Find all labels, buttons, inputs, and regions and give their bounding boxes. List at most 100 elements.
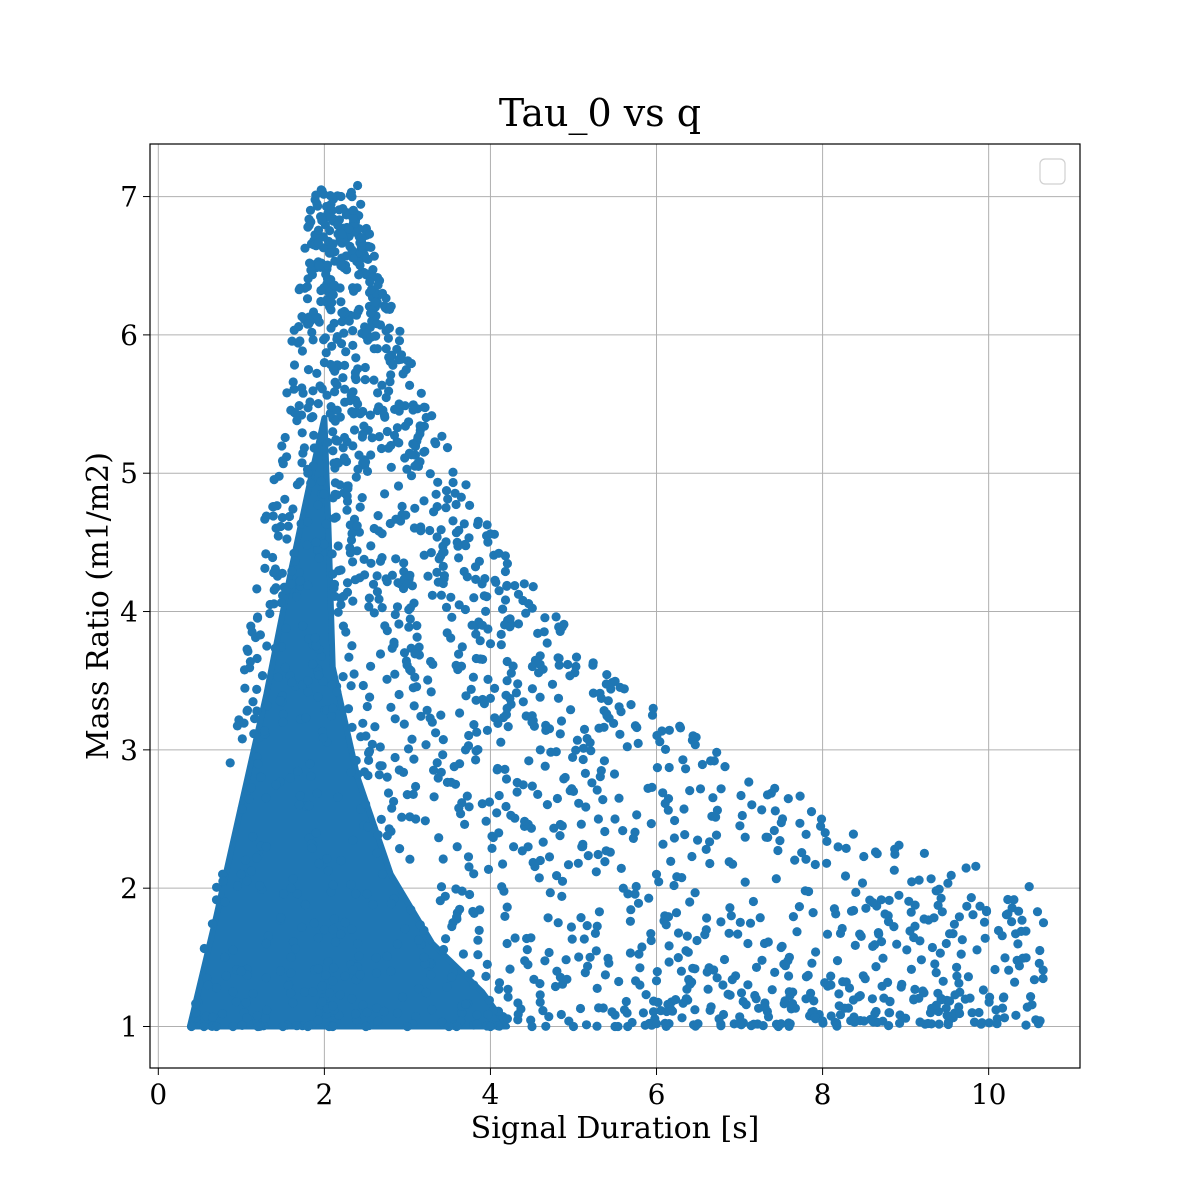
scatter-point [470, 562, 481, 572]
scatter-point [599, 722, 609, 732]
scatter-point [311, 537, 321, 548]
scatter-point [354, 951, 364, 961]
scatter-point [340, 971, 350, 981]
scatter-point [371, 1003, 382, 1013]
scatter-point [316, 476, 326, 486]
scatter-point [441, 602, 452, 613]
scatter-point [382, 831, 392, 841]
scatter-point [400, 453, 410, 463]
scatter-point [387, 570, 397, 580]
scatter-point [262, 1005, 272, 1015]
scatter-point [465, 969, 475, 979]
scatter-point [292, 480, 302, 490]
scatter-point [330, 416, 340, 426]
scatter-point [493, 763, 503, 774]
scatter-point [664, 725, 675, 735]
scatter-point [907, 877, 917, 887]
scatter-point [311, 641, 321, 651]
scatter-point [273, 672, 283, 682]
scatter-point [895, 1018, 905, 1028]
scatter-point [465, 889, 475, 900]
scatter-point [312, 788, 322, 799]
scatter-point [555, 626, 565, 637]
scatter-point [502, 938, 512, 949]
scatter-point [289, 360, 300, 370]
scatter-point [840, 871, 851, 881]
scatter-point [736, 988, 747, 998]
scatter-point [500, 595, 511, 605]
scatter-point [909, 994, 919, 1004]
scatter-point [695, 784, 706, 794]
scatter-point [441, 486, 452, 496]
scatter-point [349, 409, 359, 419]
scatter-point [212, 882, 222, 892]
scatter-point [556, 716, 567, 726]
scatter-point [405, 854, 415, 864]
scatter-point [706, 1002, 716, 1012]
scatter-point [621, 996, 631, 1007]
scatter-point [357, 493, 367, 503]
scatter-point [455, 904, 465, 914]
scatter-point [679, 804, 689, 814]
scatter-point [571, 652, 582, 662]
scatter-point [412, 621, 422, 631]
scatter-point [342, 578, 353, 588]
scatter-point [373, 280, 383, 290]
scatter-point [751, 994, 761, 1004]
scatter-point [421, 987, 431, 998]
scatter-point [368, 265, 378, 275]
scatter-point [336, 191, 346, 202]
scatter-point [431, 728, 441, 738]
scatter-point [693, 1019, 703, 1029]
scatter-point [304, 220, 314, 230]
scatter-point [974, 1007, 984, 1018]
scatter-point [353, 399, 363, 409]
scatter-point [678, 998, 688, 1008]
scatter-point [402, 464, 412, 474]
scatter-point [236, 869, 246, 879]
scatter-point [803, 970, 813, 981]
scatter-point [826, 980, 836, 990]
scatter-point [473, 935, 483, 945]
scatter-point [261, 793, 271, 803]
scatter-point [405, 603, 415, 613]
scatter-point [669, 880, 679, 891]
scatter-point [622, 742, 632, 752]
scatter-point [946, 870, 956, 881]
scatter-point [635, 980, 645, 990]
scatter-point [916, 955, 927, 965]
scatter-point [325, 226, 335, 236]
scatter-point [355, 502, 365, 512]
scatter-point [770, 967, 780, 978]
plot-frame [149, 143, 1081, 1069]
scatter-point [483, 864, 494, 875]
scatter-point [329, 280, 339, 290]
scatter-point [313, 933, 323, 943]
scatter-point [408, 683, 418, 693]
scatter-point [328, 427, 338, 437]
scatter-point [252, 853, 262, 863]
scatter-point [1016, 926, 1026, 937]
scatter-point [625, 948, 636, 958]
scatter-point [376, 443, 387, 454]
scatter-point [347, 528, 357, 539]
scatter-point [500, 551, 510, 561]
scatter-point [633, 738, 643, 749]
scatter-point [351, 472, 361, 482]
scatter-point [402, 790, 412, 800]
scatter-point [743, 980, 753, 990]
scatter-point [503, 984, 513, 994]
scatter-point [436, 767, 446, 777]
scatter-point [724, 857, 734, 867]
scatter-point [635, 963, 645, 973]
y-axis-label: Mass Ratio (m1/m2) [81, 452, 116, 760]
scatter-point [313, 399, 323, 409]
scatter-point [545, 888, 555, 898]
scatter-point [535, 855, 545, 866]
scatter-point [965, 993, 975, 1003]
scatter-point [358, 718, 368, 728]
scatter-point [447, 972, 457, 983]
scatter-point [655, 737, 665, 747]
scatter-point [857, 878, 868, 888]
scatter-point [513, 589, 524, 599]
